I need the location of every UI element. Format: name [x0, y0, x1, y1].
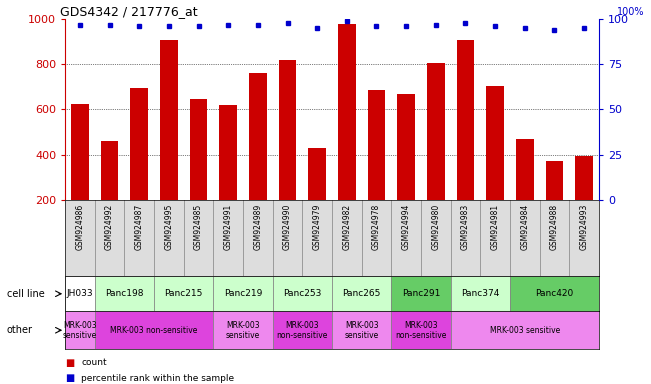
Text: GSM924995: GSM924995: [165, 204, 173, 250]
Text: MRK-003 non-sensitive: MRK-003 non-sensitive: [111, 326, 198, 335]
Text: MRK-003
sensitive: MRK-003 sensitive: [344, 321, 379, 340]
Bar: [391, 276, 450, 311]
Text: GSM924986: GSM924986: [76, 204, 85, 250]
Bar: [65, 311, 95, 349]
Text: MRK-003
sensitive: MRK-003 sensitive: [62, 321, 97, 340]
Text: GSM924994: GSM924994: [402, 204, 411, 250]
Bar: [95, 276, 154, 311]
Bar: [130, 88, 148, 200]
Text: Panc198: Panc198: [105, 289, 144, 298]
Text: GDS4342 / 217776_at: GDS4342 / 217776_at: [60, 5, 197, 18]
Text: GSM924992: GSM924992: [105, 204, 114, 250]
Text: Panc291: Panc291: [402, 289, 440, 298]
Bar: [279, 60, 296, 200]
Bar: [397, 94, 415, 200]
Text: GSM924985: GSM924985: [194, 204, 203, 250]
Text: Panc265: Panc265: [342, 289, 381, 298]
Bar: [219, 105, 237, 200]
Bar: [456, 40, 475, 200]
Text: MRK-003
sensitive: MRK-003 sensitive: [226, 321, 260, 340]
Bar: [486, 86, 504, 200]
Bar: [95, 311, 214, 349]
Bar: [368, 90, 385, 200]
Text: GSM924978: GSM924978: [372, 204, 381, 250]
Text: GSM924987: GSM924987: [135, 204, 144, 250]
Bar: [450, 276, 510, 311]
Bar: [71, 104, 89, 200]
Text: GSM924979: GSM924979: [312, 204, 322, 250]
Bar: [510, 276, 599, 311]
Bar: [273, 276, 332, 311]
Text: GSM924988: GSM924988: [550, 204, 559, 250]
Text: GSM924983: GSM924983: [461, 204, 470, 250]
Bar: [427, 63, 445, 200]
Text: MRK-003 sensitive: MRK-003 sensitive: [490, 326, 560, 335]
Bar: [189, 99, 208, 200]
Bar: [338, 24, 355, 200]
Text: GSM924991: GSM924991: [224, 204, 232, 250]
Text: cell line: cell line: [7, 289, 44, 299]
Bar: [391, 311, 450, 349]
Bar: [160, 40, 178, 200]
Text: GSM924993: GSM924993: [579, 204, 589, 250]
Bar: [249, 73, 267, 200]
Bar: [332, 276, 391, 311]
Bar: [332, 311, 391, 349]
Bar: [214, 311, 273, 349]
Text: JH033: JH033: [66, 289, 93, 298]
Bar: [546, 161, 563, 200]
Bar: [450, 311, 599, 349]
Text: Panc215: Panc215: [165, 289, 203, 298]
Bar: [273, 311, 332, 349]
Bar: [214, 276, 273, 311]
Text: GSM924984: GSM924984: [520, 204, 529, 250]
Text: Panc253: Panc253: [283, 289, 322, 298]
Text: GSM924980: GSM924980: [432, 204, 440, 250]
Text: GSM924982: GSM924982: [342, 204, 352, 250]
Text: MRK-003
non-sensitive: MRK-003 non-sensitive: [277, 321, 328, 340]
Text: GSM924990: GSM924990: [283, 204, 292, 250]
Text: MRK-003
non-sensitive: MRK-003 non-sensitive: [395, 321, 447, 340]
Bar: [101, 141, 118, 200]
Bar: [65, 276, 95, 311]
Text: Panc374: Panc374: [461, 289, 499, 298]
Text: ■: ■: [65, 358, 74, 368]
Text: count: count: [81, 358, 107, 367]
Text: other: other: [7, 325, 33, 335]
Text: ■: ■: [65, 373, 74, 383]
Y-axis label: 100%: 100%: [617, 7, 644, 17]
Bar: [309, 148, 326, 200]
Text: Panc420: Panc420: [535, 289, 574, 298]
Text: Panc219: Panc219: [224, 289, 262, 298]
Bar: [154, 276, 214, 311]
Bar: [575, 156, 593, 200]
Text: GSM924989: GSM924989: [253, 204, 262, 250]
Text: percentile rank within the sample: percentile rank within the sample: [81, 374, 234, 383]
Text: GSM924981: GSM924981: [491, 204, 499, 250]
Bar: [516, 139, 534, 200]
